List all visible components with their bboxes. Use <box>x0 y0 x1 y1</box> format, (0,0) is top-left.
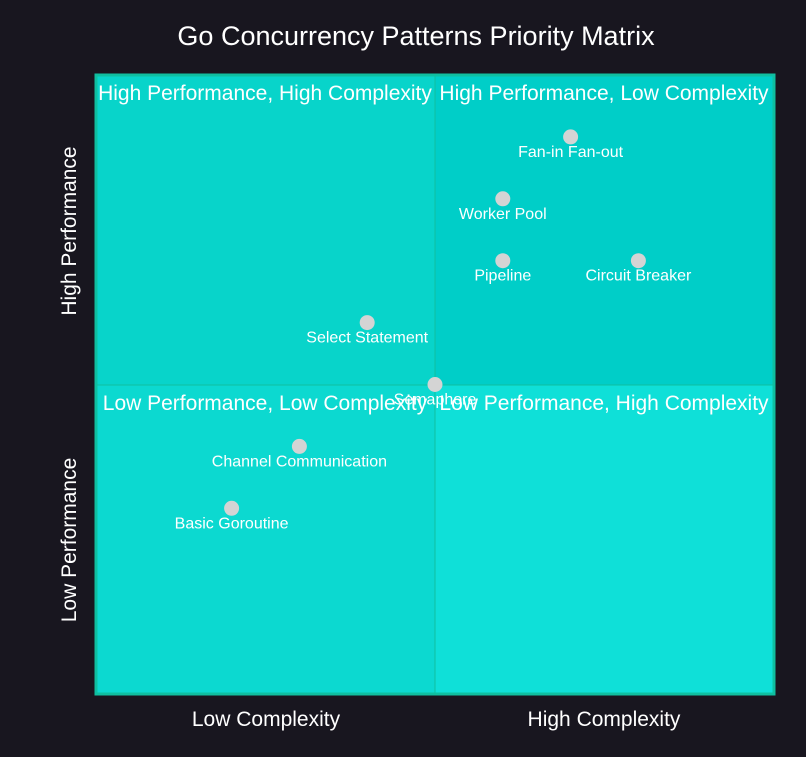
data-point <box>359 315 375 331</box>
data-point-label: Circuit Breaker <box>585 268 691 285</box>
quadrants <box>94 73 776 696</box>
data-point <box>224 500 240 516</box>
x-axis-label-high: High Complexity <box>528 708 681 731</box>
data-point <box>630 253 646 269</box>
quadrant-label-bottom-left: Low Performance, Low Complexity <box>103 392 428 415</box>
data-point-label: Fan-in Fan-out <box>518 144 623 161</box>
data-point <box>495 191 511 207</box>
quadrant-labels: High Performance, High Complexity High P… <box>98 82 769 415</box>
data-point-label: Channel Communication <box>212 453 387 470</box>
axis-labels: Low Complexity High Complexity High Perf… <box>58 146 681 731</box>
data-point <box>563 129 579 145</box>
data-point-label: Select Statement <box>306 330 428 347</box>
quadrant-top-left <box>96 75 435 385</box>
quadrant-bottom-left <box>96 385 435 694</box>
quadrant-label-top-right: High Performance, Low Complexity <box>439 82 769 105</box>
points-layer: Fan-in Fan-out Worker Pool Pipeline Circuit… <box>175 129 692 532</box>
quadrant-label-top-left: High Performance, High Complexity <box>98 82 432 105</box>
data-point-label: Pipeline <box>474 268 531 285</box>
data-point <box>495 253 511 269</box>
data-point <box>291 438 307 454</box>
quadrant-top-right <box>435 75 774 385</box>
data-point <box>427 377 443 392</box>
data-point-label: Worker Pool <box>459 206 547 223</box>
quadrant-label-bottom-right: Low Performance, High Complexity <box>439 392 769 415</box>
data-point-label: Basic Goroutine <box>175 515 289 532</box>
quadrant-bottom-right <box>435 385 774 694</box>
y-axis-label-low: Low Performance <box>58 458 81 623</box>
chart-title: Go Concurrency Patterns Priority Matrix <box>177 21 655 51</box>
data-point-label: Semaphore <box>394 392 477 409</box>
plot-border <box>94 73 776 696</box>
y-axis-label-high: High Performance <box>58 146 81 315</box>
x-axis-label-low: Low Complexity <box>192 708 341 731</box>
